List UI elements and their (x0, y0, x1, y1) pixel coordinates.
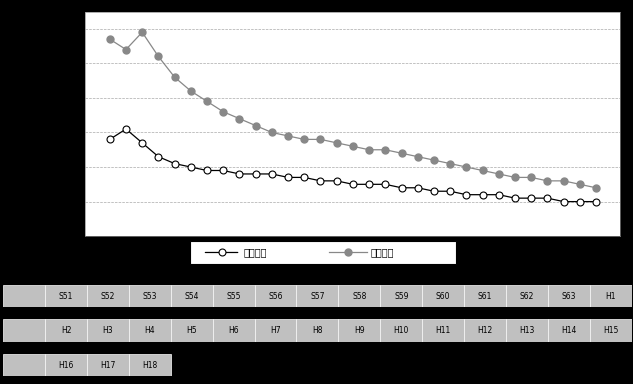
Bar (171, 319, 213, 342)
Text: H3: H3 (103, 326, 113, 335)
Text: H1: H1 (606, 291, 616, 301)
Text: H4: H4 (144, 326, 155, 335)
Bar (590, 319, 632, 342)
Bar (422, 285, 464, 307)
Bar (380, 319, 422, 342)
Text: S58: S58 (352, 291, 367, 301)
Text: H12: H12 (477, 326, 492, 335)
Bar (87, 319, 129, 342)
Text: H9: H9 (354, 326, 365, 335)
Text: H2: H2 (61, 326, 72, 335)
Bar (171, 285, 213, 307)
Text: H8: H8 (312, 326, 323, 335)
Text: H14: H14 (561, 326, 577, 335)
Text: S57: S57 (310, 291, 325, 301)
Text: S55: S55 (227, 291, 241, 301)
Text: H17: H17 (100, 361, 116, 370)
Bar (548, 319, 590, 342)
Bar (129, 319, 171, 342)
Text: S60: S60 (436, 291, 451, 301)
Text: H18: H18 (142, 361, 158, 370)
Text: S61: S61 (478, 291, 492, 301)
Text: S51: S51 (59, 291, 73, 301)
Text: S56: S56 (268, 291, 283, 301)
Bar (506, 285, 548, 307)
Bar (339, 285, 380, 307)
Bar (296, 285, 339, 307)
Bar (506, 319, 548, 342)
Text: S54: S54 (184, 291, 199, 301)
Bar (129, 285, 171, 307)
Text: S63: S63 (561, 291, 576, 301)
Text: S52: S52 (101, 291, 115, 301)
Bar (296, 319, 339, 342)
Bar (422, 319, 464, 342)
Bar (213, 285, 254, 307)
Bar (87, 354, 129, 376)
Text: H13: H13 (519, 326, 535, 335)
Bar (3, 319, 45, 342)
Text: －自排局: －自排局 (370, 247, 394, 258)
Bar (464, 285, 506, 307)
Bar (45, 319, 87, 342)
Bar (254, 285, 296, 307)
Bar (45, 354, 87, 376)
Bar (254, 319, 296, 342)
Bar (464, 319, 506, 342)
Text: S62: S62 (520, 291, 534, 301)
Bar (380, 285, 422, 307)
Text: H6: H6 (229, 326, 239, 335)
Bar (3, 285, 45, 307)
Bar (45, 285, 87, 307)
Text: H15: H15 (603, 326, 618, 335)
Bar (87, 285, 129, 307)
Text: H7: H7 (270, 326, 281, 335)
Text: －一般局: －一般局 (244, 247, 267, 258)
Text: S59: S59 (394, 291, 408, 301)
Bar (590, 285, 632, 307)
Bar (548, 285, 590, 307)
Text: H16: H16 (58, 361, 73, 370)
Bar (3, 354, 45, 376)
Text: H11: H11 (436, 326, 451, 335)
Text: S53: S53 (142, 291, 157, 301)
Bar (213, 319, 254, 342)
Bar (339, 319, 380, 342)
Text: H10: H10 (394, 326, 409, 335)
Bar (190, 241, 456, 264)
Text: H5: H5 (187, 326, 197, 335)
Bar (129, 354, 171, 376)
